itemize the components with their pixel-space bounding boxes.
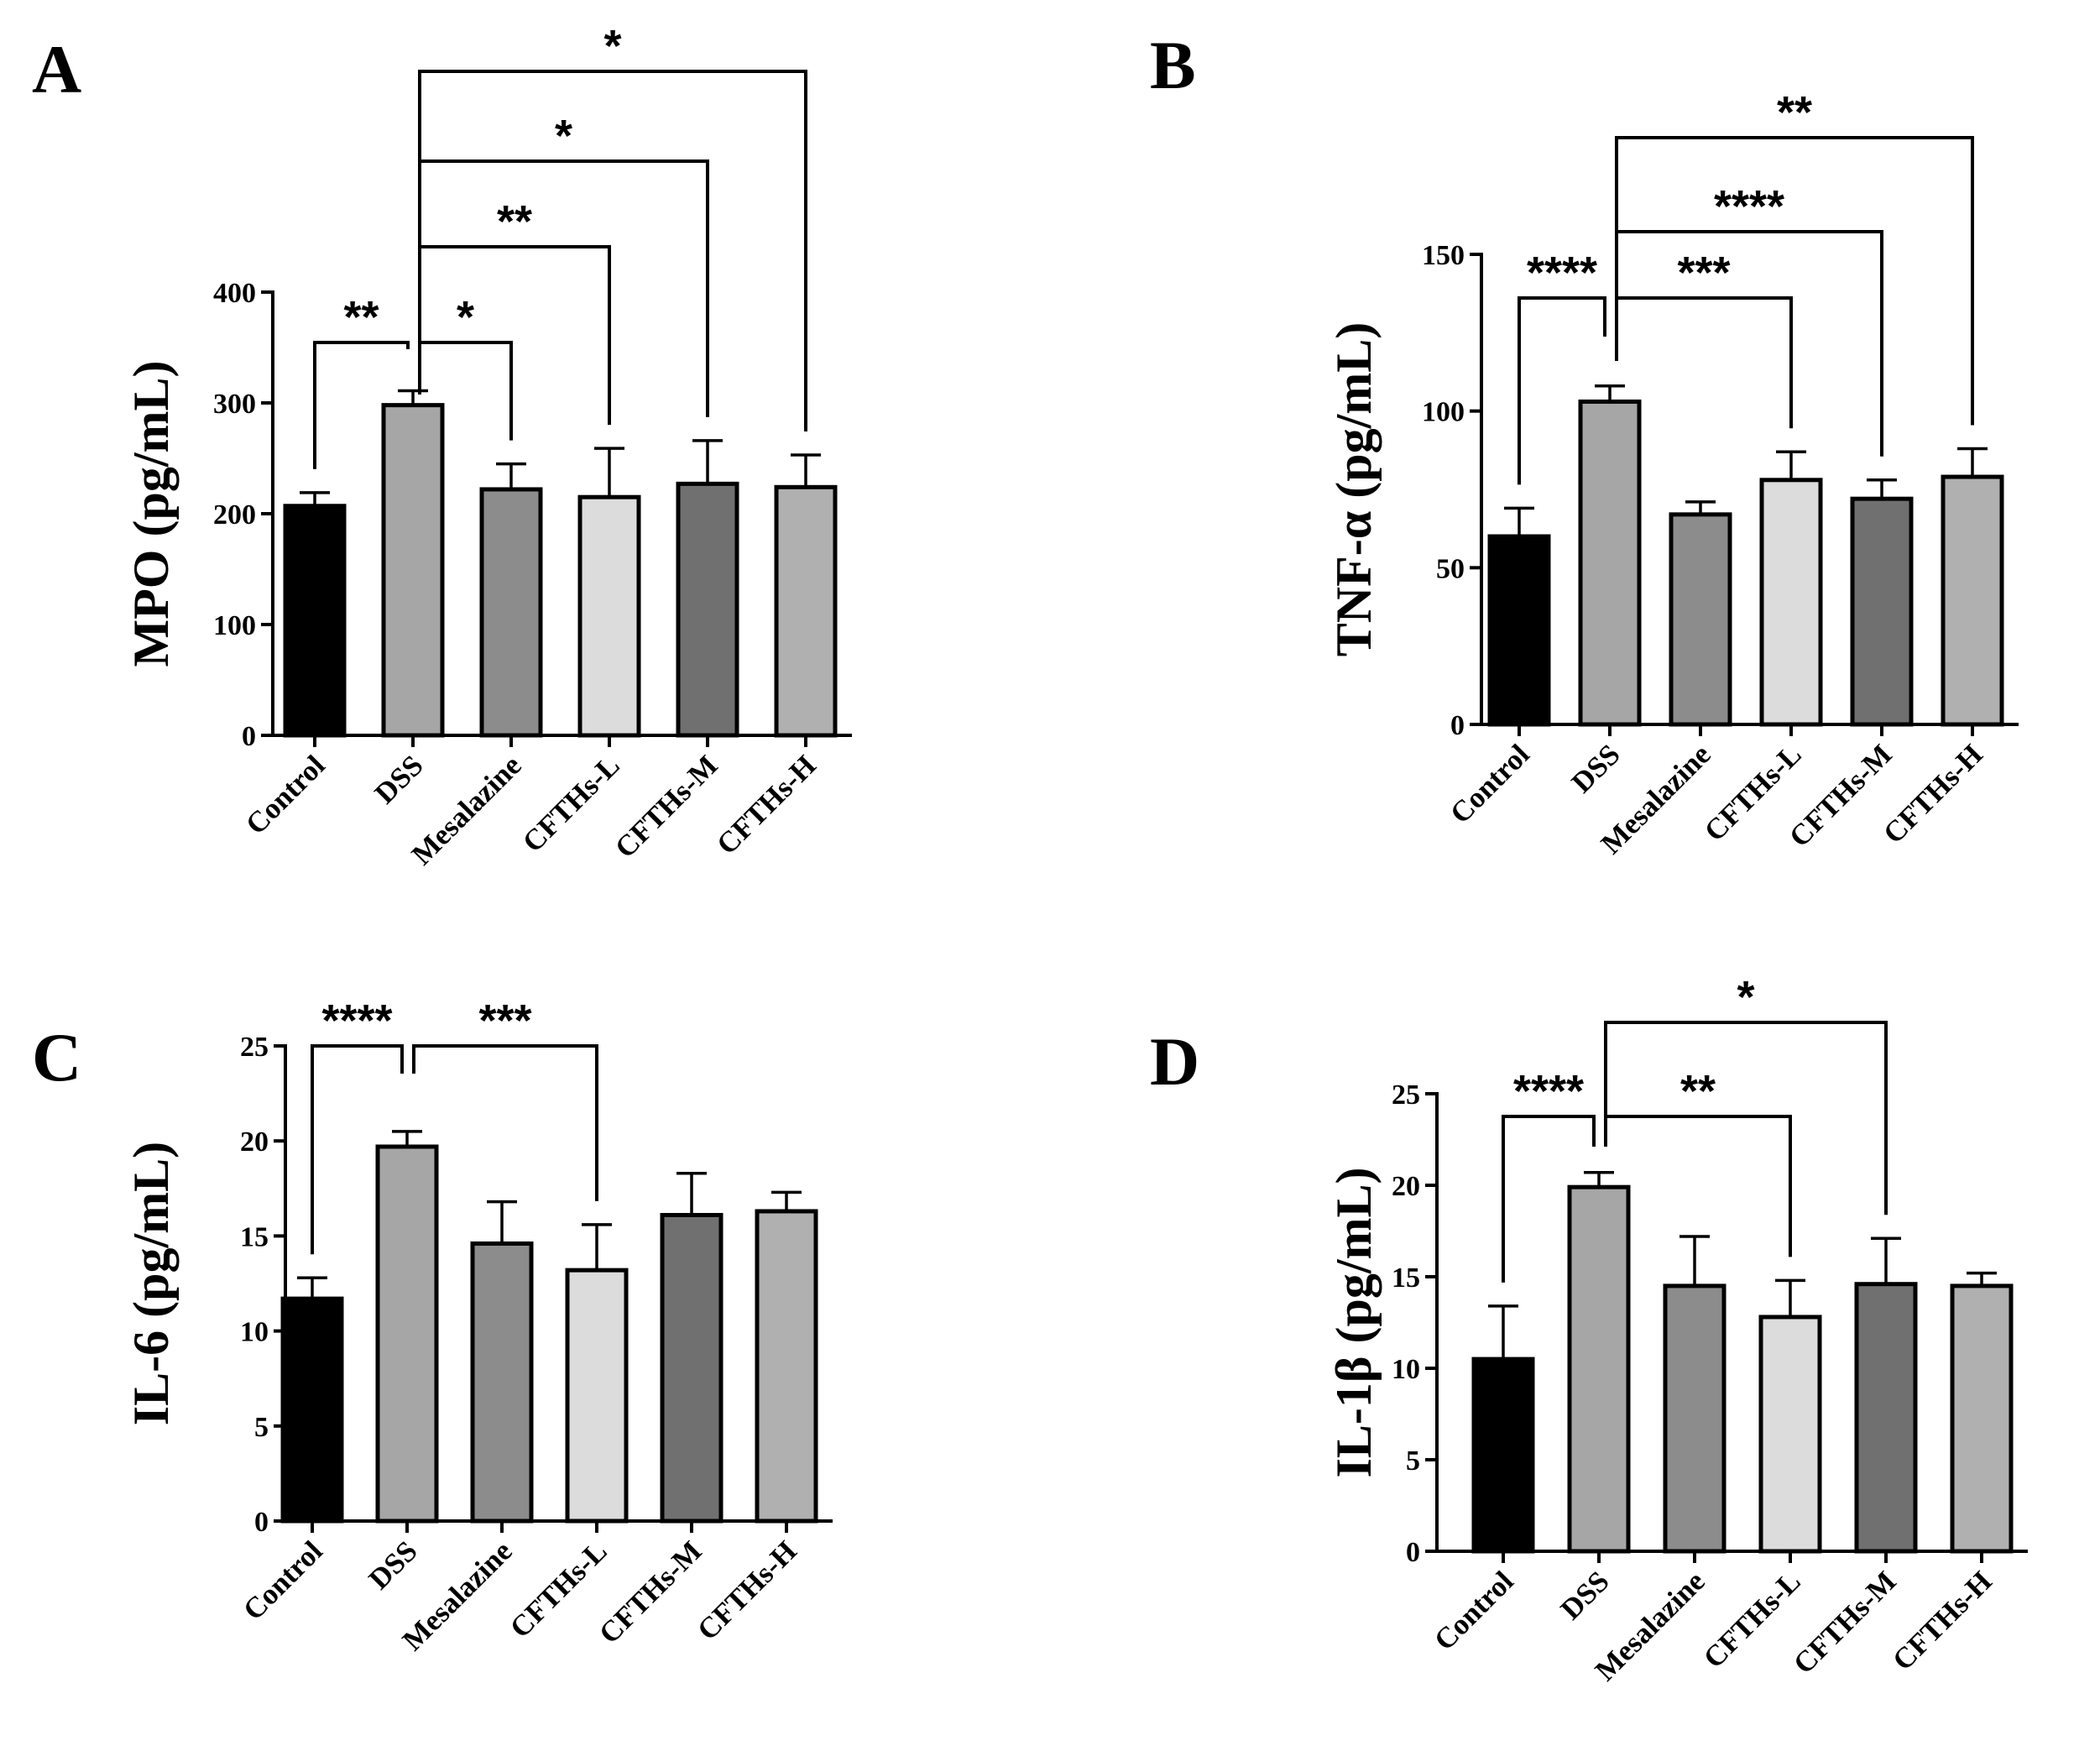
bar-dss bbox=[375, 1144, 439, 1524]
y-tick-label: 10 bbox=[240, 1317, 269, 1348]
x-category-label: Control bbox=[239, 749, 332, 841]
significance-bracket bbox=[1502, 1115, 1596, 1283]
x-category-label: CFTHs-H bbox=[1886, 1565, 1998, 1676]
x-category-label: DSS bbox=[363, 1534, 424, 1596]
y-axis-label: TNF-α (pg/mL) bbox=[1326, 322, 1382, 656]
x-category-label: Control bbox=[237, 1534, 329, 1627]
y-axis-label: IL-1β (pg/mL) bbox=[1326, 1168, 1382, 1478]
bar-cfths-l bbox=[1759, 478, 1823, 727]
significance-bracket bbox=[313, 341, 410, 469]
y-tick-label: 150 bbox=[1422, 240, 1465, 271]
x-category-label: Control bbox=[1428, 1565, 1520, 1657]
significance-bracket bbox=[418, 159, 709, 417]
y-tick-label: 100 bbox=[1422, 397, 1465, 428]
significance-label: * bbox=[1737, 972, 1754, 1022]
bar-control bbox=[280, 1296, 344, 1524]
significance-bracket bbox=[1615, 136, 1974, 426]
bar-cfths-h bbox=[755, 1209, 818, 1524]
bar-cfths-m bbox=[660, 1212, 724, 1524]
bar-dss bbox=[1567, 1184, 1631, 1554]
bar-cfths-h bbox=[1950, 1283, 2014, 1554]
significance-label: * bbox=[457, 292, 474, 342]
bar-control bbox=[1487, 534, 1551, 727]
y-tick-label: 25 bbox=[240, 1032, 269, 1063]
panel-letter: C bbox=[32, 1019, 81, 1095]
significance-label: ** bbox=[343, 292, 379, 342]
bar-mesalazine bbox=[470, 1241, 534, 1524]
x-category-label: Control bbox=[1444, 738, 1536, 830]
significance-label: **** bbox=[1527, 248, 1597, 298]
bar-cfths-h bbox=[1941, 474, 2004, 727]
bar-cfths-h bbox=[774, 484, 838, 738]
significance-label: ** bbox=[497, 196, 532, 247]
y-tick-label: 25 bbox=[1392, 1079, 1420, 1111]
y-tick-label: 400 bbox=[213, 278, 256, 309]
panel-letter: D bbox=[1150, 1023, 1199, 1100]
bar-mesalazine bbox=[1663, 1283, 1726, 1554]
significance-bracket bbox=[1615, 230, 1883, 457]
significance-bracket bbox=[1604, 1021, 1888, 1215]
y-tick-label: 10 bbox=[1392, 1354, 1420, 1385]
y-tick-label: 0 bbox=[1406, 1537, 1420, 1568]
bar-mesalazine bbox=[1669, 512, 1732, 727]
bar-mesalazine bbox=[479, 487, 543, 738]
y-tick-label: 15 bbox=[1392, 1262, 1420, 1294]
y-tick-label: 50 bbox=[1436, 553, 1465, 584]
y-axis-label: IL-6 (pg/mL) bbox=[123, 1142, 179, 1425]
bar-dss bbox=[1578, 399, 1642, 727]
significance-label: ** bbox=[1777, 87, 1812, 138]
bar-cfths-m bbox=[676, 481, 739, 738]
bar-cfths-m bbox=[1850, 496, 1914, 727]
x-category-label: CFTHs-H bbox=[691, 1534, 802, 1646]
y-tick-label: 5 bbox=[1406, 1445, 1420, 1477]
x-category-label: CFTHs-M bbox=[593, 1534, 708, 1650]
y-tick-label: 100 bbox=[213, 610, 256, 641]
x-category-label: CFTHs-M bbox=[609, 749, 724, 865]
y-tick-label: 200 bbox=[213, 499, 256, 531]
significance-label: *** bbox=[478, 996, 531, 1046]
significance-bracket bbox=[311, 1044, 404, 1255]
x-category-label: CFTHs-H bbox=[1877, 738, 1988, 849]
bar-control bbox=[283, 504, 347, 738]
bar-control bbox=[1471, 1357, 1535, 1554]
y-tick-label: 300 bbox=[213, 389, 256, 420]
y-axis-label: MPO (pg/mL) bbox=[123, 361, 179, 667]
x-category-label: CFTHs-M bbox=[1787, 1565, 1903, 1681]
significance-bracket bbox=[1518, 296, 1606, 485]
y-tick-label: 0 bbox=[242, 721, 256, 752]
y-tick-label: 20 bbox=[240, 1127, 269, 1158]
significance-bracket bbox=[412, 1044, 598, 1201]
bar-dss bbox=[381, 403, 445, 738]
significance-label: * bbox=[555, 111, 572, 161]
bar-cfths-m bbox=[1854, 1282, 1918, 1554]
x-category-label: DSS bbox=[368, 749, 430, 810]
bar-cfths-l bbox=[565, 1268, 629, 1524]
y-tick-label: 15 bbox=[240, 1221, 269, 1252]
x-category-label: CFTHs-H bbox=[710, 749, 822, 860]
x-category-label: DSS bbox=[1554, 1565, 1616, 1626]
significance-label: * bbox=[603, 21, 621, 71]
y-tick-label: 0 bbox=[1450, 710, 1465, 741]
y-tick-label: 20 bbox=[1392, 1171, 1420, 1202]
significance-bracket bbox=[418, 245, 611, 426]
bar-cfths-l bbox=[577, 494, 641, 738]
significance-label: **** bbox=[1513, 1066, 1584, 1116]
x-category-label: DSS bbox=[1565, 738, 1627, 799]
bar-cfths-l bbox=[1758, 1315, 1822, 1554]
significance-label: *** bbox=[1677, 248, 1730, 298]
significance-bracket bbox=[418, 70, 807, 432]
significance-bracket bbox=[1615, 296, 1793, 429]
panel-letter: A bbox=[32, 31, 81, 107]
significance-label: **** bbox=[321, 996, 392, 1046]
y-tick-label: 0 bbox=[254, 1507, 269, 1538]
panel-letter: B bbox=[1150, 27, 1196, 103]
significance-label: ** bbox=[1680, 1066, 1716, 1116]
significance-label: **** bbox=[1714, 181, 1784, 232]
y-tick-label: 5 bbox=[254, 1412, 269, 1443]
